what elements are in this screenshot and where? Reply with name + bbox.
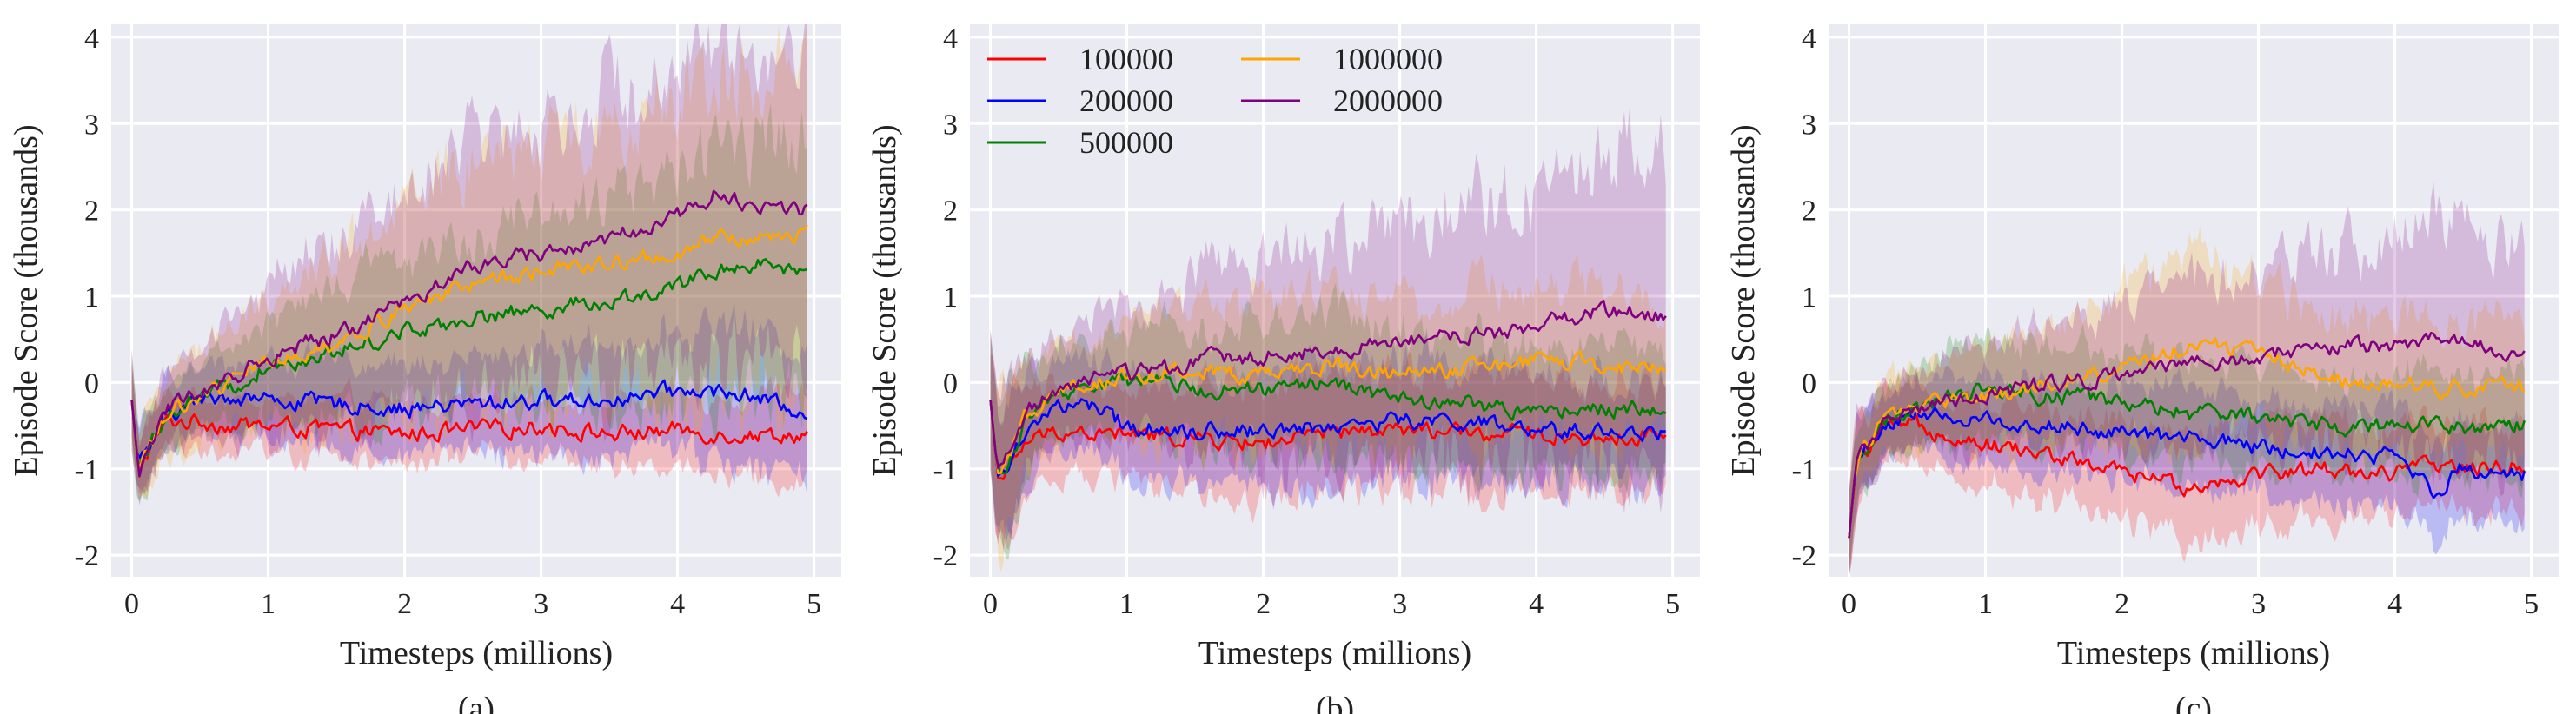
y-axis-label: Episode Score (thousands) (8, 124, 44, 476)
legend: 100000 200000 500000 1000000 2000000 (987, 42, 1443, 160)
y-axis-label: Episode Score (thousands) (866, 124, 903, 476)
band-500000 (1849, 323, 2525, 577)
y-tick-label: 3 (84, 109, 99, 141)
x-tick-label: 4 (670, 588, 685, 620)
y-tick-label: 4 (84, 23, 99, 55)
band-200000 (990, 328, 1666, 545)
x-axis-label: Timesteps (millions) (2057, 635, 2330, 671)
y-tick-label: -2 (1792, 540, 1816, 572)
band-500000 (131, 102, 807, 502)
x-axis-label: Timesteps (millions) (340, 635, 613, 671)
plot-area (970, 24, 1700, 577)
legend-label-500000: 500000 (1079, 125, 1173, 160)
y-tick-label: -1 (75, 454, 99, 486)
x-axis-label: Timesteps (millions) (1198, 635, 1471, 671)
chart-panel-3: 0 1 2 3 4 5 -2 -1 0 1 2 3 4 Timesteps (millions) Episo… (1725, 23, 2559, 714)
series-line-100000 (1848, 414, 2526, 539)
x-tick-label: 1 (1978, 588, 1993, 620)
legend-label-1000000: 1000000 (1333, 42, 1443, 76)
x-tick-label: 2 (2115, 588, 2129, 620)
x-tick-label: 5 (807, 588, 821, 620)
x-tick-label: 4 (1529, 588, 1544, 620)
legend-label-2000000: 2000000 (1333, 83, 1443, 118)
x-tick-label: 5 (1665, 588, 1680, 620)
legend-label-100000: 100000 (1079, 42, 1173, 76)
y-tick-label: -2 (933, 540, 958, 572)
x-tick-label: 2 (397, 588, 412, 620)
series-line-500000 (1848, 382, 2526, 539)
y-tick-label: 2 (943, 195, 958, 228)
series-line-1000000 (989, 350, 1667, 475)
panel-caption: (c) (2175, 691, 2212, 714)
x-tick-label: 0 (1842, 588, 1856, 620)
y-tick-label: 2 (84, 195, 99, 228)
y-tick-label: 1 (1802, 281, 1816, 314)
series-line-200000 (1848, 407, 2526, 539)
band-100000 (1849, 373, 2525, 577)
band-1000000 (1849, 227, 2525, 577)
x-tick-label: 1 (1119, 588, 1134, 620)
band-100000 (131, 362, 807, 498)
panel-caption: (b) (1316, 691, 1354, 714)
series-line-2000000 (130, 189, 808, 478)
plot-area (111, 24, 841, 577)
y-tick-label: -1 (933, 454, 958, 486)
series-line-100000 (130, 400, 808, 468)
series-line-500000 (130, 258, 808, 470)
y-tick-label: 1 (943, 281, 958, 314)
x-tick-label: 3 (2251, 588, 2266, 620)
chart-panel-2: 0 1 2 3 4 5 -2 -1 0 1 2 3 4 Timesteps (millions) Episo… (866, 23, 1700, 714)
y-tick-label: 4 (943, 23, 958, 55)
legend-label-200000: 200000 (1079, 83, 1173, 118)
x-tick-label: 0 (124, 588, 139, 620)
series-line-2000000 (989, 299, 1667, 470)
band-200000 (1849, 360, 2525, 577)
x-tick-label: 3 (534, 588, 548, 620)
band-2000000 (990, 107, 1666, 552)
band-2000000 (1849, 182, 2525, 577)
chart-panel-1: 0 1 2 3 4 5 -2 -1 0 1 2 3 4 Timesteps (millions) Episo… (8, 23, 841, 714)
y-tick-label: 0 (1802, 367, 1816, 400)
series-line-100000 (989, 400, 1667, 480)
panel-caption: (a) (458, 691, 495, 714)
x-tick-label: 1 (261, 588, 276, 620)
y-tick-label: -2 (75, 540, 99, 572)
band-500000 (990, 282, 1666, 560)
y-tick-label: 0 (943, 367, 958, 400)
x-tick-label: 3 (1392, 588, 1407, 620)
y-tick-label: 0 (84, 367, 99, 400)
y-tick-label: 3 (943, 109, 958, 141)
series-line-200000 (989, 398, 1666, 478)
series-line-200000 (130, 379, 808, 459)
y-tick-label: 1 (84, 281, 99, 314)
series-line-2000000 (1848, 332, 2526, 539)
y-tick-label: 3 (1802, 109, 1816, 141)
y-axis-label: Episode Score (thousands) (1725, 124, 1762, 476)
y-tick-label: -1 (1792, 454, 1816, 486)
x-tick-label: 4 (2387, 588, 2402, 620)
x-tick-label: 5 (2524, 588, 2539, 620)
y-tick-label: 2 (1802, 195, 1816, 228)
y-tick-label: 4 (1802, 23, 1816, 55)
x-tick-label: 0 (983, 588, 998, 620)
x-tick-label: 2 (1256, 588, 1271, 620)
